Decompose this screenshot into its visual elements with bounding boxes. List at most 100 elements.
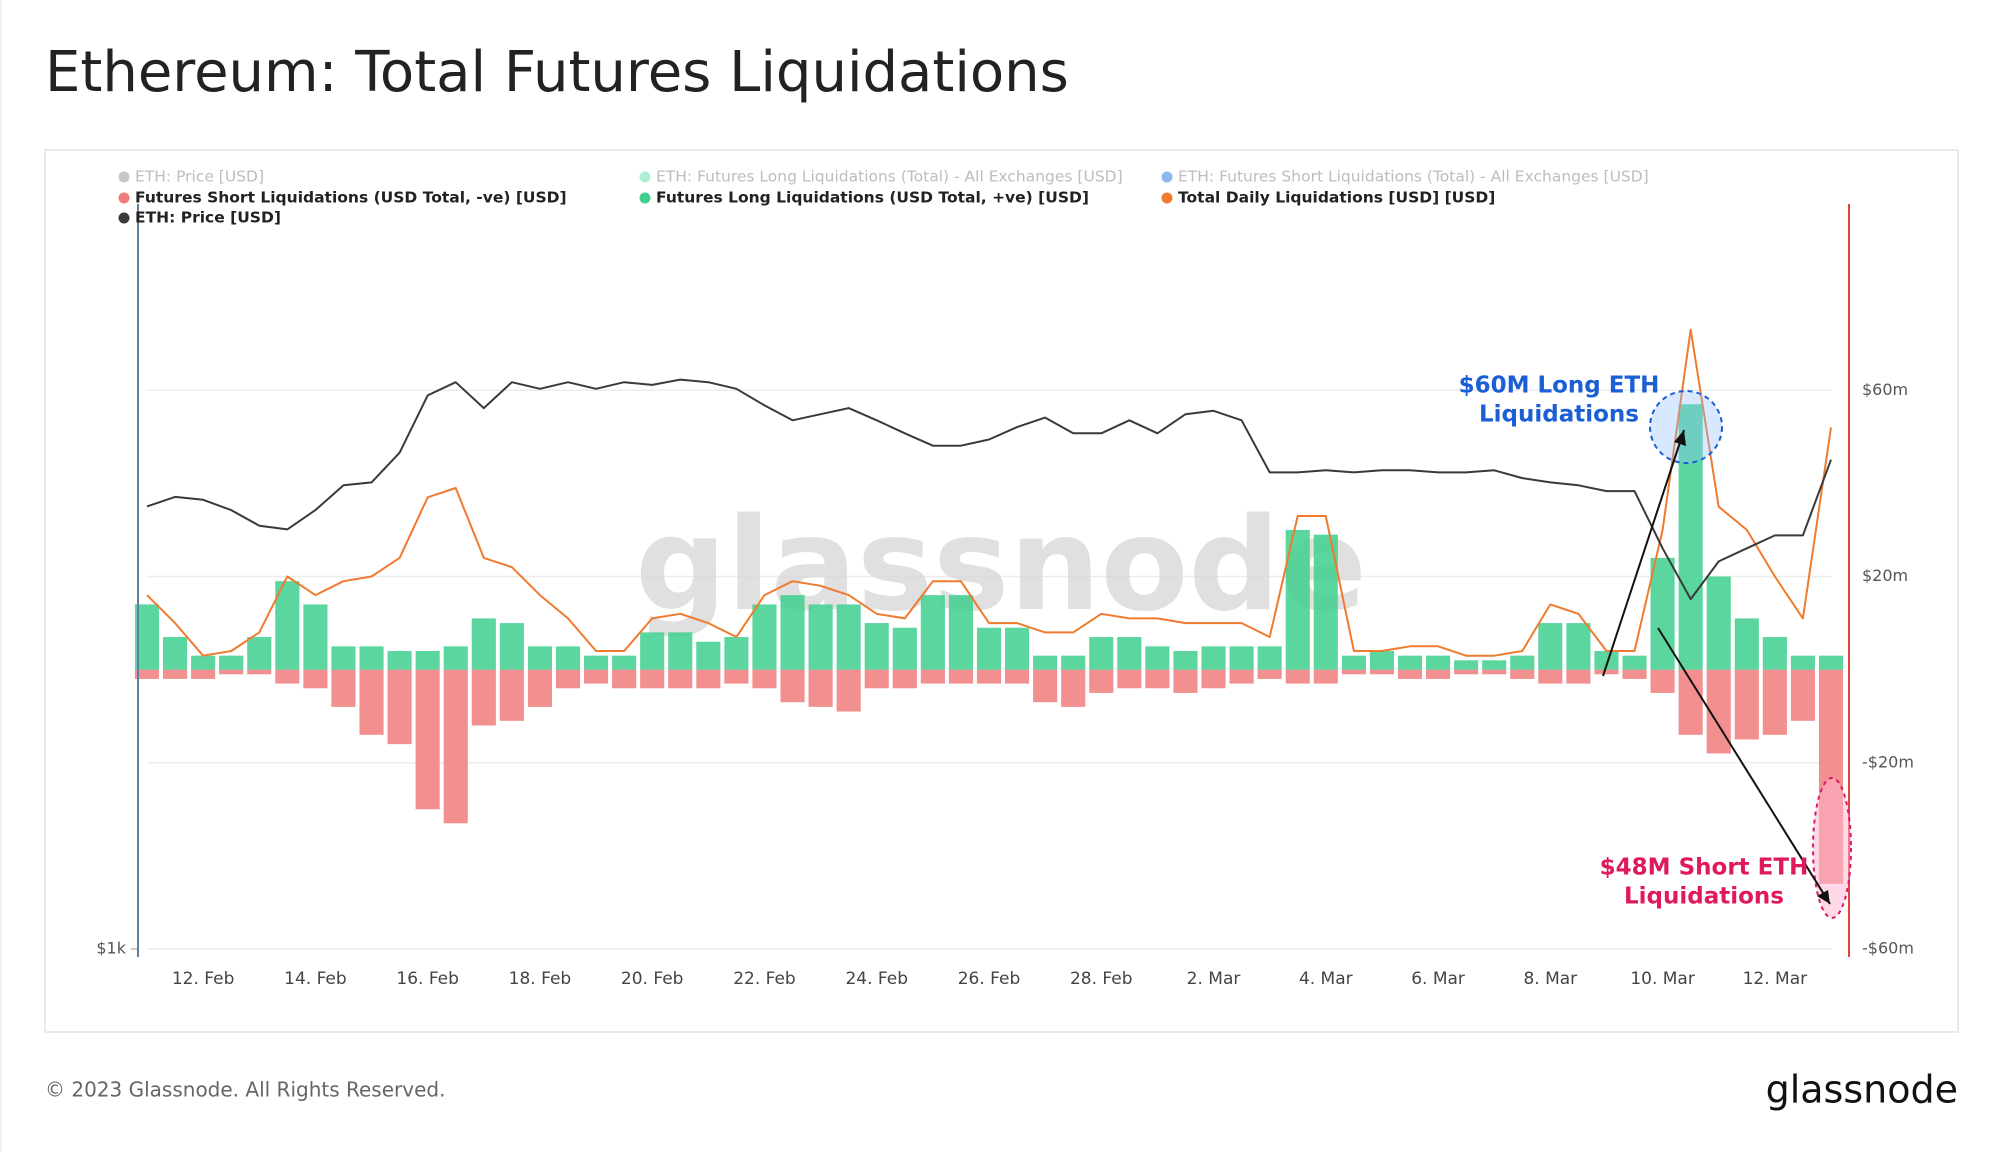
- highlight-ellipse: [1812, 777, 1852, 919]
- bar: [387, 651, 412, 670]
- x-tick-label: 14. Feb: [284, 969, 347, 989]
- bar: [443, 669, 468, 824]
- legend-swatch: [118, 171, 130, 183]
- bar: [612, 655, 637, 670]
- bar: [668, 632, 693, 670]
- bar: [555, 646, 581, 670]
- x-tick-label: 8. Mar: [1523, 969, 1577, 989]
- bar: [162, 669, 188, 679]
- bar: [892, 627, 917, 670]
- bar: [724, 637, 749, 670]
- bar: [640, 669, 665, 689]
- bar: [864, 623, 889, 670]
- x-tick-label: 12. Mar: [1743, 969, 1808, 989]
- bar: [219, 655, 244, 670]
- bar: [1818, 655, 1844, 670]
- y-tick-label: -$60m: [1862, 939, 1914, 958]
- bar: [275, 669, 300, 684]
- legend-label: ETH: Price [USD]: [135, 168, 264, 186]
- x-tick-label: 6. Mar: [1411, 969, 1465, 989]
- line-series: [146, 328, 1832, 657]
- bar: [247, 669, 272, 675]
- x-tick-label: 28. Feb: [1070, 969, 1133, 989]
- bar: [1285, 669, 1310, 684]
- legend-swatch: [118, 192, 130, 204]
- bar: [1397, 669, 1423, 679]
- bar: [892, 669, 917, 689]
- bar: [836, 669, 861, 712]
- bar: [948, 669, 974, 684]
- legend-swatch: [1161, 171, 1173, 183]
- bar: [583, 655, 609, 670]
- bar: [668, 669, 693, 689]
- annotation-layer: $60M Long ETH Liquidations $48M Short ETH L…: [1459, 373, 1852, 919]
- bar: [780, 595, 805, 670]
- bar: [1201, 669, 1226, 689]
- bar: [920, 595, 945, 670]
- bar: [387, 669, 412, 745]
- bar: [808, 604, 833, 670]
- legend-label: ETH: Futures Short Liquidations (Total) …: [1178, 168, 1649, 186]
- bar: [134, 669, 160, 679]
- bar: [191, 655, 216, 670]
- bar: [303, 669, 328, 689]
- bar: [443, 646, 468, 670]
- x-tick-label: 26. Feb: [958, 969, 1021, 989]
- line-series: [146, 378, 1832, 601]
- bar: [1145, 669, 1170, 689]
- x-tick-label: 10. Mar: [1630, 969, 1695, 989]
- bar: [1622, 669, 1647, 679]
- bar: [1033, 655, 1058, 670]
- legend-label: Total Daily Liquidations [USD] [USD]: [1178, 189, 1495, 207]
- bar: [1369, 669, 1395, 675]
- x-tick-label: 12. Feb: [172, 969, 235, 989]
- bar: [1004, 627, 1030, 670]
- bar: [471, 669, 496, 726]
- x-tick-label: 20. Feb: [621, 969, 684, 989]
- arrowhead: [1674, 430, 1686, 446]
- bar: [1089, 669, 1114, 693]
- bar: [1369, 651, 1395, 670]
- bar: [1482, 660, 1507, 670]
- bar: [864, 669, 889, 689]
- x-tick-label: 4. Mar: [1299, 969, 1353, 989]
- arrowhead: [1817, 890, 1830, 904]
- bar: [162, 637, 188, 670]
- bar: [1454, 660, 1479, 670]
- bar: [752, 604, 777, 670]
- grid-layer: -$60m -$20m $20m $60m $1k 12. Feb 14. Feb 16. F…: [96, 380, 1914, 989]
- bar: [1117, 669, 1142, 689]
- arrow-line: [1602, 429, 1685, 677]
- bar: [1762, 669, 1787, 735]
- bar: [1454, 669, 1479, 675]
- bar: [1229, 646, 1254, 670]
- bar: [331, 646, 356, 670]
- bar: [1061, 655, 1086, 670]
- bar: [1594, 669, 1619, 675]
- bar: [976, 627, 1002, 670]
- bar: [1145, 646, 1170, 670]
- brand: glassnode: [1766, 1068, 1958, 1112]
- bar: [612, 669, 637, 689]
- x-tick-label: 2. Mar: [1187, 969, 1241, 989]
- bar: [836, 604, 861, 670]
- bar: [527, 669, 553, 707]
- bar: [1510, 655, 1535, 670]
- bar: [1622, 655, 1647, 670]
- y-tick-label: $20m: [1862, 566, 1908, 585]
- bar: [303, 604, 328, 670]
- legend-label: ETH: Price [USD]: [135, 209, 281, 227]
- bar: [1173, 651, 1198, 670]
- legend-label: Futures Short Liquidations (USD Total, -…: [135, 189, 567, 207]
- legend: ETH: Price [USD] ETH: Futures Long Liquid…: [118, 168, 1649, 227]
- bar: [1425, 669, 1451, 679]
- bar: [527, 646, 553, 670]
- bar: [640, 632, 665, 670]
- bar: [1313, 669, 1338, 684]
- bar: [1061, 669, 1086, 707]
- bar: [1482, 669, 1507, 675]
- bar: [1538, 669, 1563, 684]
- bar: [1566, 623, 1591, 670]
- bar: [471, 618, 496, 670]
